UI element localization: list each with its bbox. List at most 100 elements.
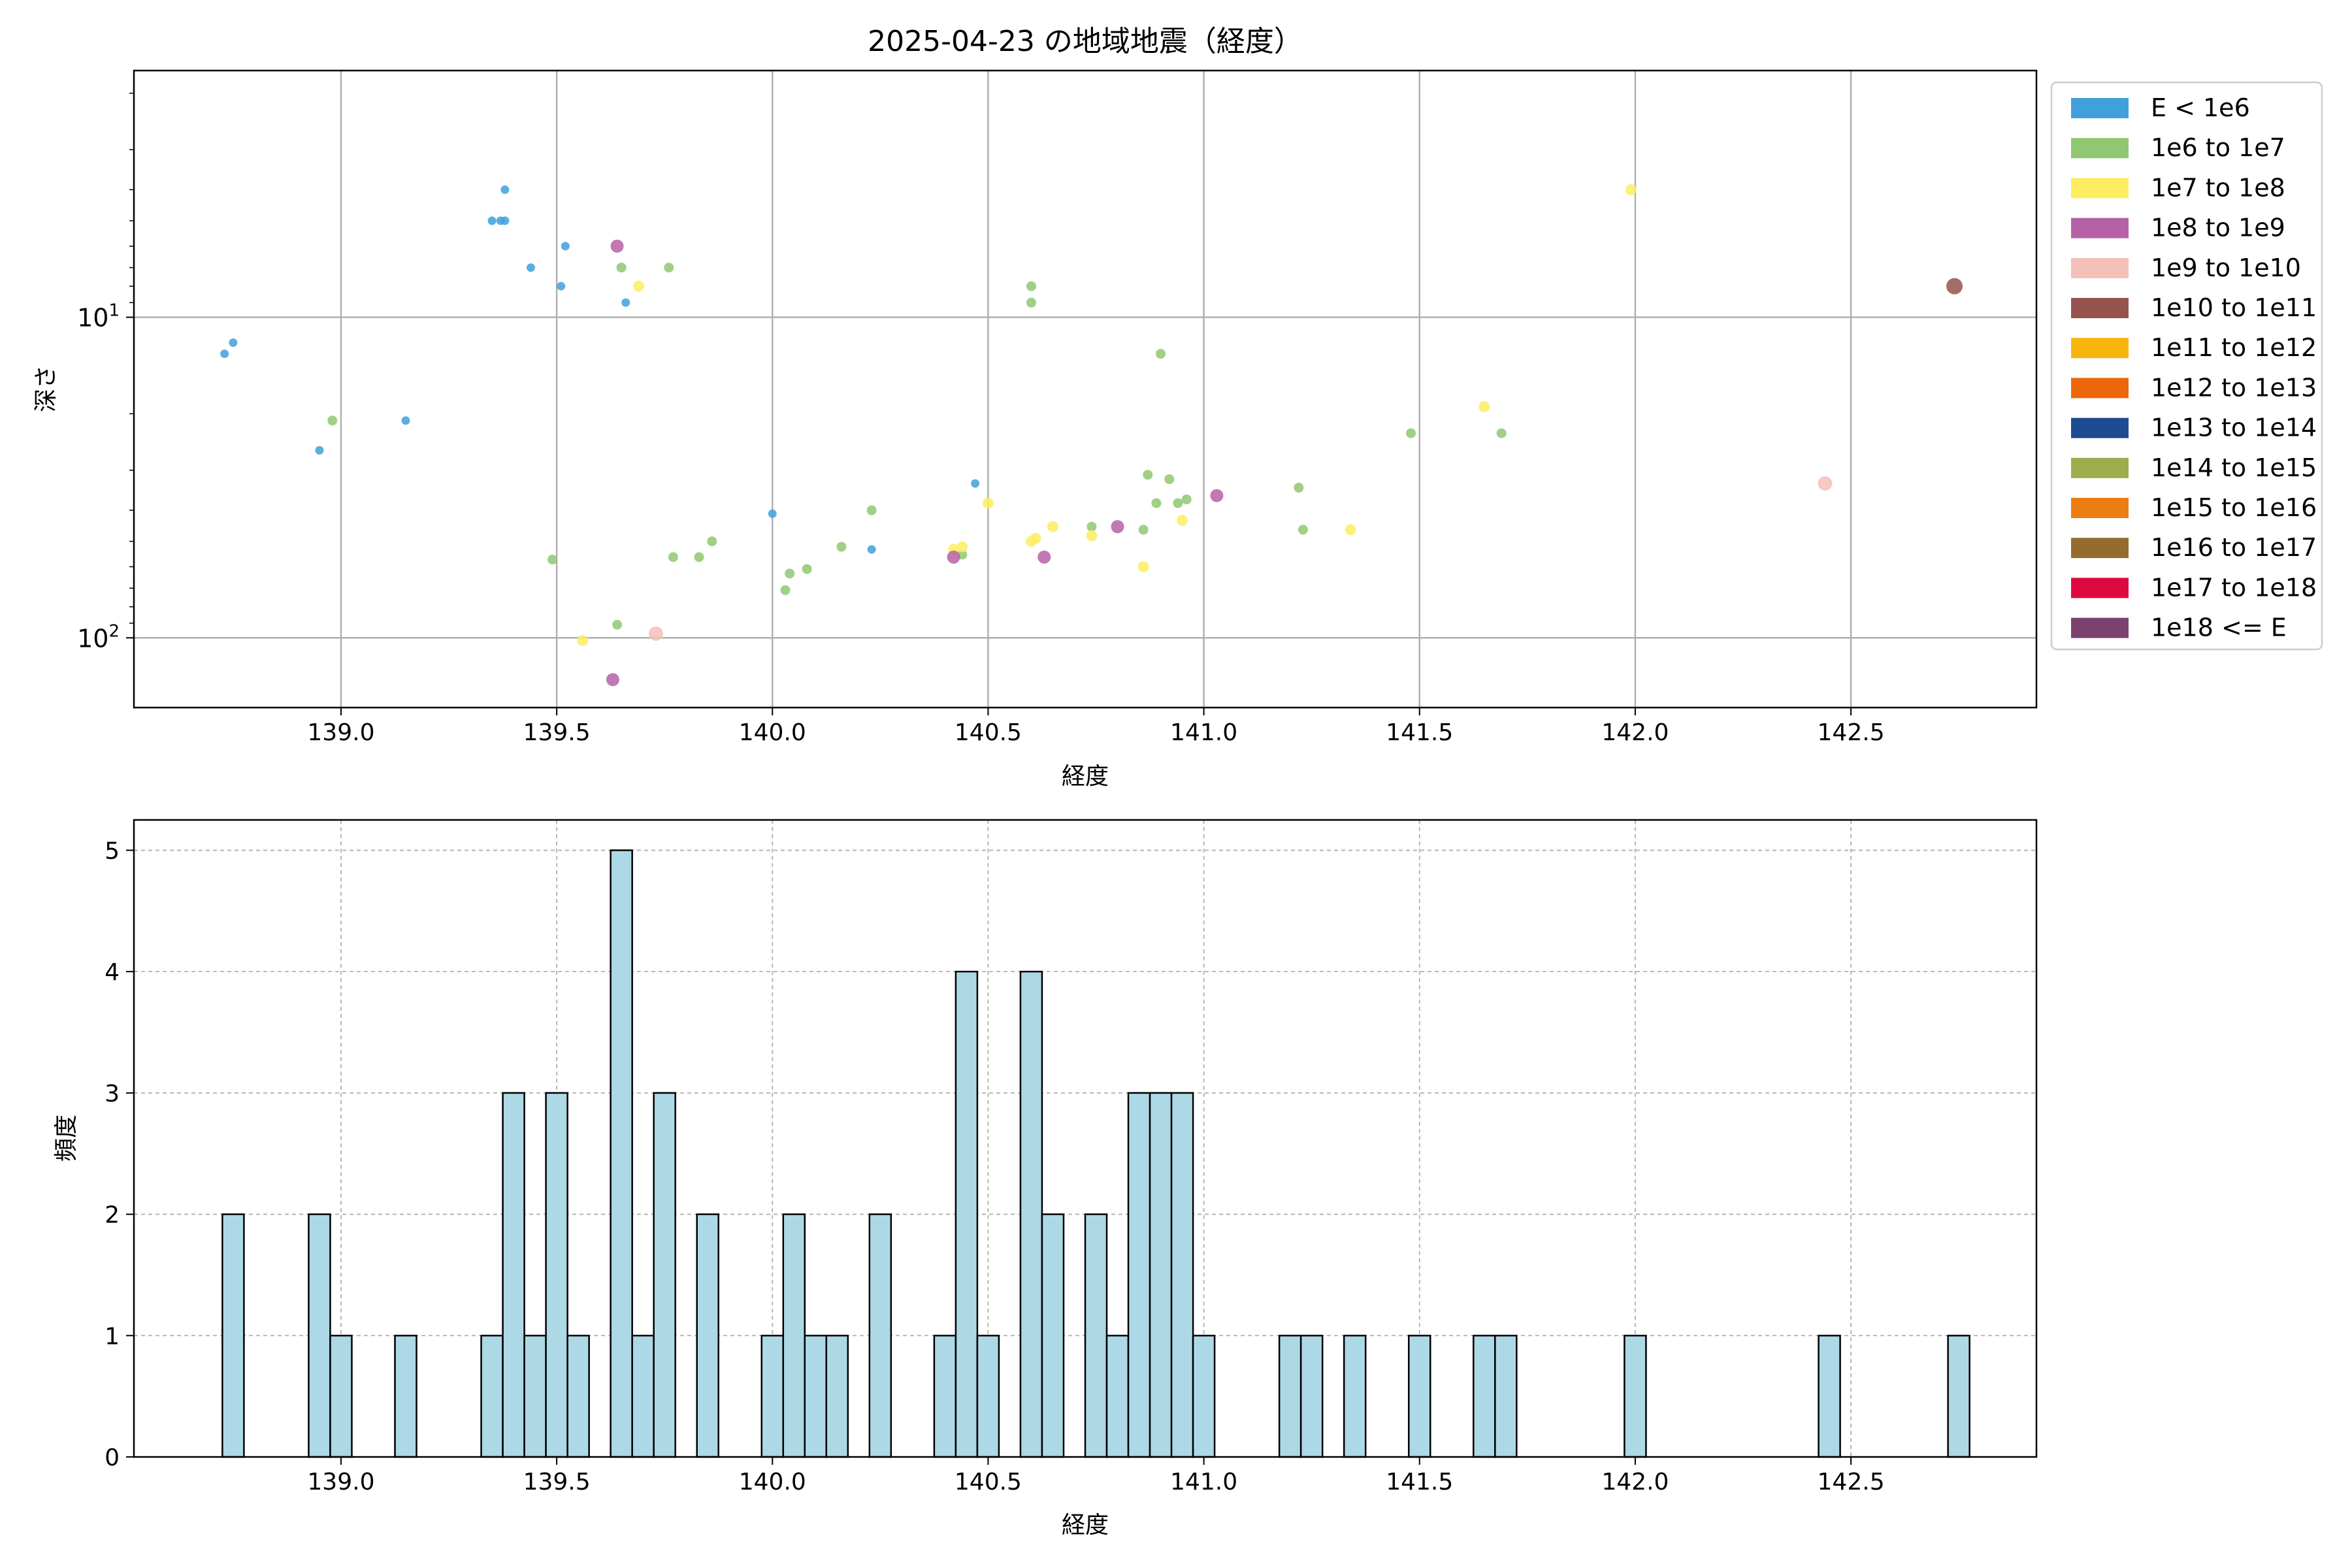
histogram-bar: [308, 1213, 331, 1458]
scatter-point: [1210, 489, 1224, 502]
scatter-point: [220, 350, 229, 359]
scatter-point: [1164, 474, 1175, 484]
histogram-bar: [1170, 1092, 1194, 1458]
scatter-x-tick-label: 142.0: [1601, 719, 1669, 746]
histogram-y-tick-label: 0: [105, 1445, 120, 1471]
histogram-bar: [1278, 1335, 1302, 1458]
histogram-bar: [1299, 1335, 1324, 1458]
scatter-point: [577, 635, 589, 647]
scatter-point: [500, 216, 510, 225]
histogram-bars: [221, 849, 1970, 1458]
scatter-grid: [134, 71, 2036, 708]
scatter-point: [768, 509, 777, 518]
scatter-point: [956, 541, 968, 553]
histogram-bar: [1494, 1335, 1518, 1458]
histogram-bar: [610, 849, 633, 1458]
scatter-point: [621, 298, 630, 307]
scatter-point: [982, 497, 994, 509]
scatter-point: [557, 282, 566, 291]
legend-swatch: [2071, 298, 2129, 318]
histogram-y-tick-label: 1: [105, 1323, 120, 1350]
scatter-point: [668, 552, 678, 563]
histogram-bar: [782, 1213, 806, 1458]
histogram-bar: [825, 1335, 849, 1458]
histogram-bar: [868, 1213, 892, 1458]
histogram-ticks: 139.0 139.5 140.0 140.5 141.0 141.5 142.0 142.5…: [105, 838, 1885, 1495]
scatter-point: [616, 263, 627, 273]
scatter-point: [1026, 297, 1036, 308]
scatter-y-tick-base: 10: [77, 624, 108, 653]
scatter-point: [1111, 520, 1124, 534]
legend-swatch: [2071, 257, 2129, 278]
scatter-point: [606, 673, 619, 687]
legend-swatch: [2071, 98, 2129, 118]
scatter-title: 2025-04-23 の地域地震（経度）: [868, 25, 1303, 58]
scatter-y-axis-label: 深さ: [33, 365, 59, 412]
scatter-point: [327, 416, 338, 426]
scatter-point: [1496, 428, 1507, 438]
scatter-point: [780, 585, 791, 595]
histogram-bar: [1343, 1335, 1367, 1458]
legend-label: 1e12 to 1e13: [2151, 373, 2317, 402]
histogram-bar: [329, 1335, 353, 1458]
scatter-point: [1156, 349, 1166, 359]
legend-label: 1e6 to 1e7: [2151, 133, 2285, 162]
scatter-point: [1151, 498, 1162, 508]
scatter-y-tick-label: 101: [77, 301, 120, 333]
histogram-bar: [1947, 1335, 1970, 1458]
legend-swatch: [2071, 218, 2129, 238]
scatter-x-tick-label: 140.5: [955, 719, 1022, 746]
histogram-bar: [523, 1335, 547, 1458]
histogram-x-tick-label: 139.5: [523, 1469, 591, 1495]
histogram-bar: [1624, 1335, 1647, 1458]
legend-label: 1e9 to 1e10: [2151, 253, 2301, 282]
scatter-point: [633, 280, 645, 292]
histogram-y-axis-label: 頻度: [53, 1115, 80, 1162]
legend-swatch: [2071, 378, 2129, 399]
legend-label: 1e15 to 1e16: [2151, 493, 2317, 522]
histogram-bar: [1041, 1213, 1065, 1458]
scatter-point: [315, 446, 324, 455]
scatter-point: [1138, 525, 1149, 535]
scatter-point: [1177, 514, 1188, 526]
scatter-point: [561, 242, 570, 251]
scatter-x-tick-label: 141.0: [1170, 719, 1237, 746]
scatter-x-tick-label: 139.5: [523, 719, 591, 746]
scatter-panel: 2025-04-23 の地域地震（経度） 139.0 139.5 140.0 140.…: [33, 25, 2038, 790]
histogram-bar: [1192, 1335, 1216, 1458]
legend-label: 1e13 to 1e14: [2151, 414, 2317, 442]
legend-swatch: [2071, 498, 2129, 518]
scatter-point: [1181, 494, 1192, 504]
histogram-x-tick-label: 142.0: [1601, 1469, 1669, 1495]
scatter-point: [802, 564, 812, 574]
scatter-point: [487, 216, 497, 225]
histogram-y-tick-label: 2: [105, 1202, 120, 1229]
legend-label: E < 1e6: [2151, 93, 2250, 122]
scatter-point: [401, 416, 410, 425]
histogram-bar: [760, 1335, 785, 1458]
histogram-bar: [1084, 1213, 1108, 1458]
histogram-x-axis-label: 経度: [1062, 1512, 1109, 1539]
scatter-point: [610, 239, 624, 253]
histogram-y-tick-label: 4: [105, 959, 120, 986]
legend-label: 1e18 <= E: [2151, 613, 2287, 642]
legend-label: 1e8 to 1e9: [2151, 214, 2285, 242]
legend-swatch: [2071, 178, 2129, 199]
scatter-y-tick-exponent: 2: [108, 621, 120, 641]
legend-swatch: [2071, 578, 2129, 598]
scatter-point: [836, 542, 847, 552]
histogram-bar: [653, 1092, 676, 1458]
scatter-x-tick-label: 141.5: [1386, 719, 1453, 746]
scatter-point: [664, 263, 674, 273]
scatter-y-tick-exponent: 1: [108, 301, 120, 321]
scatter-y-tick-label: 102: [77, 621, 120, 653]
histogram-bar: [976, 1335, 1000, 1458]
scatter-point: [866, 505, 877, 515]
legend-label: 1e7 to 1e8: [2151, 173, 2285, 202]
scatter-point: [1086, 530, 1098, 542]
scatter-point: [1143, 470, 1153, 480]
legend-swatch: [2071, 538, 2129, 559]
histogram-bar: [1407, 1335, 1431, 1458]
scatter-point: [526, 263, 535, 272]
scatter-point: [947, 550, 960, 564]
